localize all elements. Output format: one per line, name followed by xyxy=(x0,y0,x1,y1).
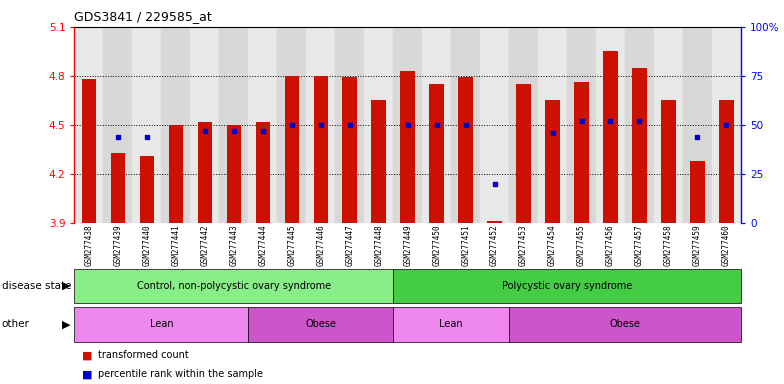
Bar xyxy=(169,125,183,223)
Text: percentile rank within the sample: percentile rank within the sample xyxy=(98,369,263,379)
Bar xyxy=(227,125,241,223)
Text: Lean: Lean xyxy=(439,319,463,329)
Bar xyxy=(488,221,502,223)
Bar xyxy=(459,78,473,223)
Bar xyxy=(336,27,365,223)
Bar xyxy=(690,161,705,223)
Bar xyxy=(603,51,618,223)
Bar xyxy=(401,71,415,223)
Text: GDS3841 / 229585_at: GDS3841 / 229585_at xyxy=(74,10,212,23)
Bar xyxy=(372,100,386,223)
Bar xyxy=(654,27,683,223)
Bar xyxy=(394,307,509,342)
Text: ▶: ▶ xyxy=(62,281,71,291)
Bar xyxy=(256,122,270,223)
Text: Obese: Obese xyxy=(609,319,641,329)
Text: Lean: Lean xyxy=(150,319,173,329)
Bar xyxy=(365,27,394,223)
Bar xyxy=(74,269,394,303)
Bar xyxy=(430,84,444,223)
Bar xyxy=(191,27,220,223)
Bar xyxy=(74,27,103,223)
Bar xyxy=(422,27,451,223)
Text: disease state: disease state xyxy=(2,281,71,291)
Text: transformed count: transformed count xyxy=(98,350,189,360)
Bar xyxy=(451,27,480,223)
Bar xyxy=(307,27,336,223)
Bar xyxy=(394,27,422,223)
Bar xyxy=(661,100,676,223)
Bar xyxy=(103,27,132,223)
Bar xyxy=(517,84,531,223)
Text: ■: ■ xyxy=(82,350,93,360)
Bar xyxy=(567,27,596,223)
Bar xyxy=(632,68,647,223)
Bar xyxy=(394,269,741,303)
Bar xyxy=(625,27,654,223)
Bar xyxy=(132,27,162,223)
Bar xyxy=(249,27,278,223)
Bar xyxy=(140,156,154,223)
Bar xyxy=(198,122,212,223)
Text: other: other xyxy=(2,319,30,329)
Bar xyxy=(74,307,249,342)
Bar xyxy=(82,79,96,223)
Bar xyxy=(509,307,741,342)
Text: ■: ■ xyxy=(82,369,93,379)
Text: Polycystic ovary syndrome: Polycystic ovary syndrome xyxy=(502,281,632,291)
Bar xyxy=(343,78,357,223)
Bar xyxy=(683,27,712,223)
Bar xyxy=(538,27,567,223)
Text: ▶: ▶ xyxy=(62,319,71,329)
Bar xyxy=(480,27,509,223)
Bar xyxy=(719,100,734,223)
Bar xyxy=(162,27,191,223)
Bar xyxy=(285,76,299,223)
Bar xyxy=(314,76,328,223)
Text: Obese: Obese xyxy=(305,319,336,329)
Text: Control, non-polycystic ovary syndrome: Control, non-polycystic ovary syndrome xyxy=(136,281,331,291)
Bar xyxy=(278,27,307,223)
Bar xyxy=(596,27,625,223)
Bar xyxy=(220,27,249,223)
Bar xyxy=(509,27,538,223)
Bar xyxy=(249,307,394,342)
Bar xyxy=(546,100,560,223)
Bar xyxy=(574,83,589,223)
Bar xyxy=(111,152,125,223)
Bar xyxy=(712,27,741,223)
